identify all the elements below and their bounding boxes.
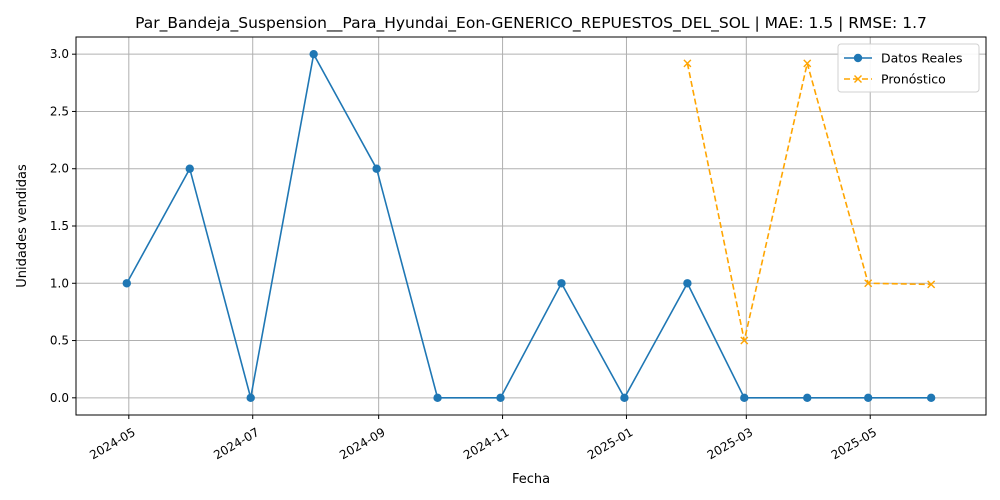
data-point [620, 393, 629, 403]
x-tick-label: 2024-07 [211, 425, 261, 462]
legend-item: Datos Reales [844, 51, 962, 66]
x-tick-label: 2024-11 [461, 425, 511, 462]
grid [76, 37, 986, 415]
axis-ticks: 2024-05 2024-07 2024-09 2024-11 2025-01 2025-… [50, 47, 879, 462]
legend-box [837, 43, 980, 93]
data-point [864, 279, 873, 288]
y-tick-label: 0.0 [50, 391, 69, 405]
y-tick-label: 0.5 [50, 334, 69, 348]
data-point [683, 279, 692, 288]
legend-label: Datos Reales [881, 51, 962, 66]
data-point [927, 280, 936, 289]
data-point [372, 164, 381, 173]
series-line [126, 51, 932, 400]
data-point [185, 164, 194, 173]
data-point [740, 393, 749, 403]
data-point [683, 59, 692, 68]
y-tick-label: 2.5 [50, 104, 69, 118]
data-point [803, 393, 812, 403]
series-line [686, 63, 932, 341]
legend-item: Pronóstico [844, 72, 946, 87]
data-point [122, 279, 131, 288]
y-tick-label: 3.0 [50, 47, 69, 61]
x-tick-label: 2024-05 [87, 425, 137, 462]
data-point [803, 59, 812, 68]
data-point [740, 336, 749, 345]
x-tick-label: 2025-01 [585, 425, 635, 462]
data-point [557, 279, 566, 288]
legend-label: Pronóstico [881, 72, 946, 87]
data-point [863, 393, 873, 403]
data-point [496, 393, 505, 403]
x-tick-label: 2024-09 [337, 425, 387, 462]
x-tick-label: 2025-05 [829, 425, 879, 462]
y-tick-label: 1.5 [50, 219, 69, 233]
y-tick-label: 2.0 [50, 162, 69, 176]
x-axis-label: Fecha [512, 472, 550, 487]
x-tick-label: 2025-03 [705, 425, 755, 462]
data-point [433, 393, 442, 403]
plot-series [122, 49, 936, 403]
legend: Datos Reales Pronóstico [837, 43, 980, 93]
data-point [246, 393, 255, 403]
data-point [926, 393, 936, 403]
chart-title: Par_Bandeja_Suspension__Para_Hyundai_Eon… [135, 14, 927, 33]
data-point [309, 49, 318, 59]
y-tick-label: 1.0 [50, 276, 69, 290]
y-axis-label: Unidades vendidas [15, 164, 30, 288]
